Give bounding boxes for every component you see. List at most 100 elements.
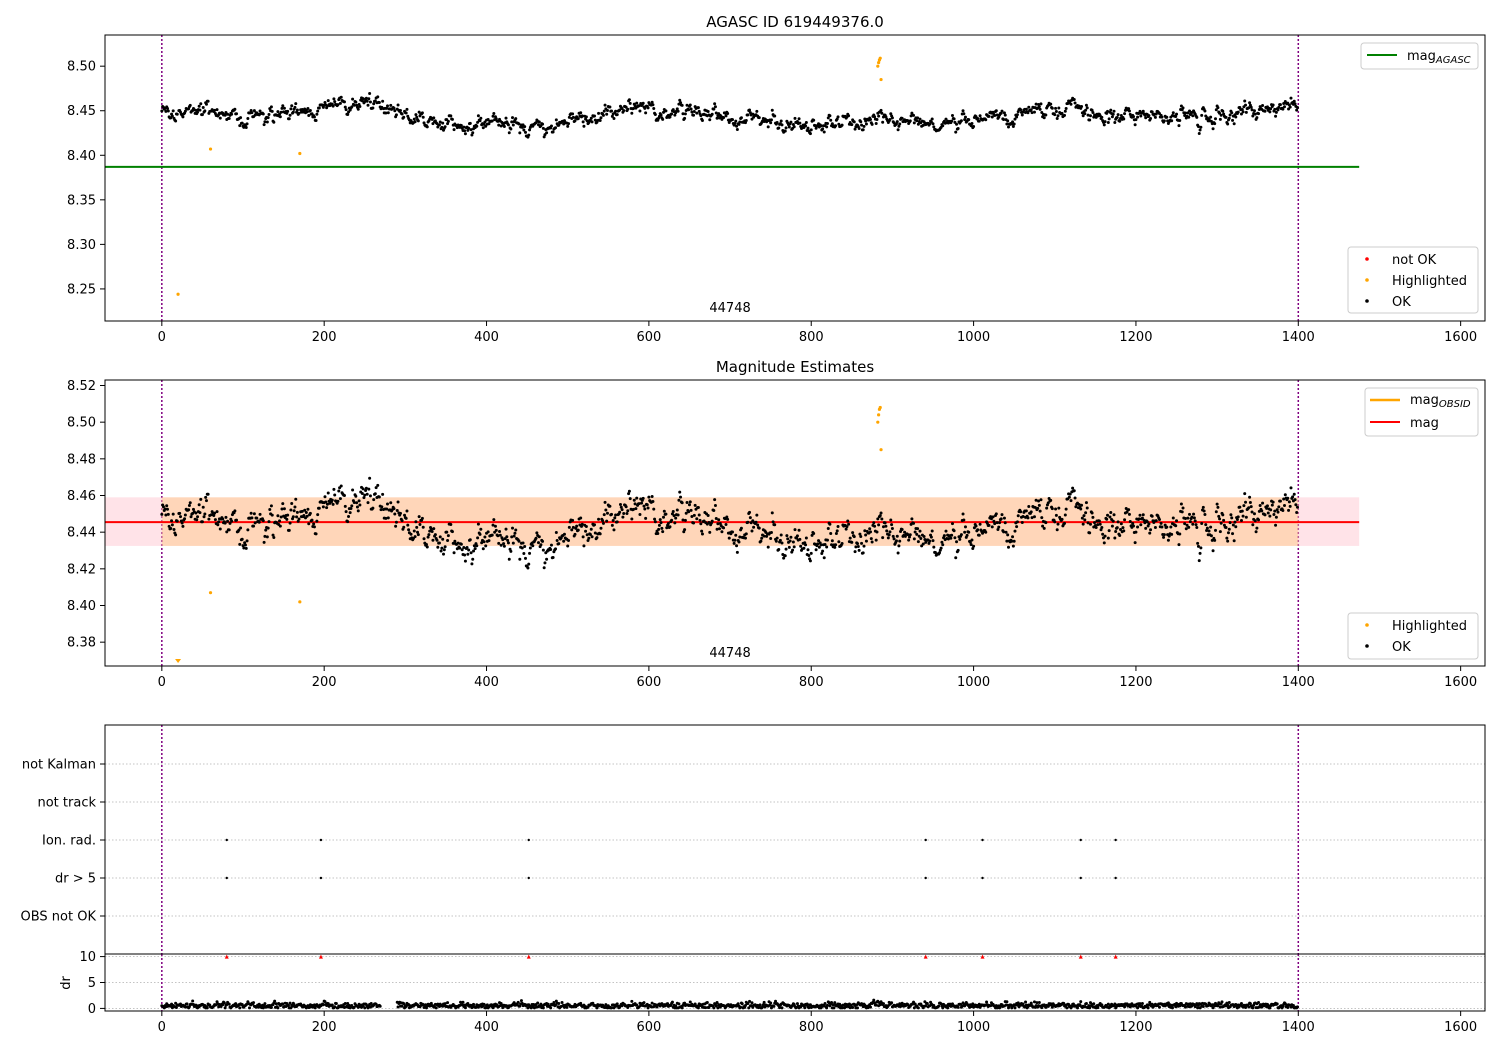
ok-point bbox=[977, 119, 981, 123]
ok-point bbox=[888, 117, 892, 121]
legend-mag-agasc-box bbox=[1360, 42, 1479, 70]
ok-point bbox=[1218, 530, 1222, 534]
dr-point bbox=[1037, 1000, 1041, 1004]
dr-clipped-marker bbox=[1113, 954, 1118, 959]
ok-point bbox=[1134, 530, 1138, 534]
ok-point bbox=[1192, 512, 1196, 516]
ok-point bbox=[597, 111, 601, 115]
ok-point bbox=[614, 109, 618, 113]
ok-point bbox=[1144, 526, 1148, 530]
ok-point bbox=[661, 530, 665, 534]
ok-point bbox=[1244, 500, 1248, 504]
ok-point bbox=[1127, 109, 1131, 113]
ok-point bbox=[1196, 125, 1200, 129]
ok-point bbox=[414, 520, 418, 524]
ok-point bbox=[1116, 113, 1120, 117]
ok-point bbox=[1231, 523, 1235, 527]
ok-point bbox=[993, 114, 997, 118]
ok-point bbox=[863, 529, 867, 533]
ytick-label-3: 8.40 bbox=[67, 149, 96, 164]
ok-point bbox=[289, 508, 293, 512]
flag-label-2: Ion. rad. bbox=[42, 834, 96, 849]
ok-point bbox=[280, 507, 284, 511]
ok-point bbox=[458, 546, 462, 550]
ok-point bbox=[376, 95, 380, 99]
dr-point bbox=[795, 1002, 799, 1006]
ok-point bbox=[570, 528, 574, 532]
ok-point bbox=[1141, 513, 1145, 517]
ok-point bbox=[656, 532, 660, 536]
ok-point bbox=[396, 103, 400, 107]
ok-point bbox=[735, 550, 739, 554]
dr-point bbox=[234, 1002, 238, 1006]
dr-point bbox=[532, 1006, 536, 1010]
ok-point bbox=[436, 545, 440, 549]
ok-point bbox=[670, 112, 674, 116]
ok-point bbox=[834, 543, 838, 547]
ok-point bbox=[174, 533, 178, 537]
ok-point bbox=[970, 538, 974, 542]
ok-point bbox=[916, 116, 920, 120]
ok-point bbox=[244, 126, 248, 130]
ok-point bbox=[1157, 518, 1161, 522]
ok-point bbox=[452, 128, 456, 132]
ok-point bbox=[700, 532, 704, 536]
ok-point bbox=[364, 489, 368, 493]
ok-point bbox=[356, 509, 360, 513]
ok-point bbox=[590, 535, 594, 539]
ok-point bbox=[836, 115, 840, 119]
ok-point bbox=[864, 122, 868, 126]
xtick-label-1400: 1400 bbox=[1282, 675, 1315, 690]
dr-point bbox=[288, 1001, 292, 1005]
ok-point bbox=[1232, 122, 1236, 126]
ok-point bbox=[490, 533, 494, 537]
ok-point bbox=[757, 526, 761, 530]
ok-point bbox=[348, 511, 352, 515]
ok-point bbox=[534, 536, 538, 540]
ok-point bbox=[990, 115, 994, 119]
ok-points-magnitude bbox=[160, 476, 1299, 570]
ok-point bbox=[792, 125, 796, 129]
dr-point bbox=[985, 1000, 989, 1004]
ok-point bbox=[697, 513, 701, 517]
ok-point bbox=[400, 519, 404, 523]
ok-point bbox=[201, 505, 205, 509]
ok-point bbox=[1101, 532, 1105, 536]
dr-point bbox=[851, 1006, 855, 1010]
ok-point bbox=[1020, 113, 1024, 117]
ok-point bbox=[908, 533, 912, 537]
ok-point bbox=[1254, 530, 1258, 534]
ok-point bbox=[384, 111, 388, 115]
ok-point bbox=[685, 501, 689, 505]
ok-point bbox=[440, 125, 444, 129]
ok-point bbox=[713, 504, 717, 508]
ok-point bbox=[1291, 495, 1295, 499]
dr-point bbox=[739, 1005, 743, 1009]
ok-point bbox=[859, 534, 863, 538]
ok-point bbox=[494, 528, 498, 532]
ok-point bbox=[308, 511, 312, 515]
ok-point bbox=[294, 497, 298, 501]
ok-point bbox=[303, 508, 307, 512]
ok-point bbox=[884, 115, 888, 119]
ok-point bbox=[1123, 112, 1127, 116]
dr-point bbox=[1078, 1003, 1082, 1007]
dr-point bbox=[516, 1000, 520, 1004]
ok-point bbox=[510, 120, 514, 124]
ok-point bbox=[814, 548, 818, 552]
ok-point bbox=[713, 105, 717, 109]
ok-point bbox=[223, 521, 227, 525]
ok-point bbox=[777, 547, 781, 551]
xtick-label-600: 600 bbox=[636, 1020, 661, 1035]
ok-point bbox=[1015, 520, 1019, 524]
ok-point bbox=[692, 521, 696, 525]
ok-point bbox=[1268, 514, 1272, 518]
ok-point bbox=[880, 517, 884, 521]
ok-point bbox=[592, 114, 596, 118]
ok-point bbox=[1271, 103, 1275, 107]
ok-point bbox=[170, 114, 174, 118]
panel-dr-ylabel: dr bbox=[59, 976, 74, 990]
ok-point bbox=[1238, 505, 1242, 509]
ok-point bbox=[987, 523, 991, 527]
ok-point bbox=[1241, 514, 1245, 518]
